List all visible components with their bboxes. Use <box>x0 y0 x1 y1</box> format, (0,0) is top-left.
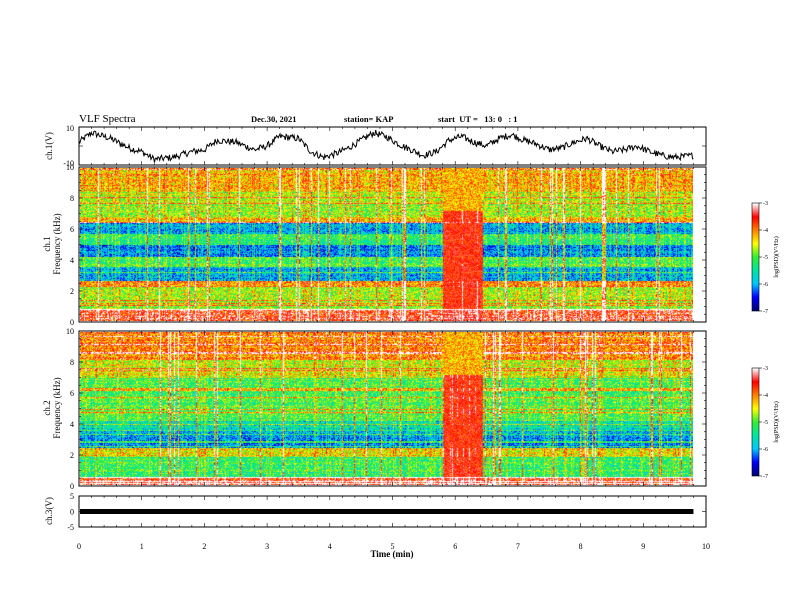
ch1-spectrogram-image <box>80 168 693 321</box>
ch1-colorbar-tick-label: -6 <box>763 282 768 288</box>
x-axis-label: Time (min) <box>370 549 413 559</box>
ch2-spectrogram-y-tick-label: 2 <box>70 451 74 460</box>
ch1-y-tick-label: 10 <box>66 124 74 133</box>
ch2-colorbar-tick-label: -4 <box>763 393 768 399</box>
ch2-colorbar-tick-label: -3 <box>763 366 768 372</box>
ch1-waveform-line <box>78 129 694 163</box>
x-tick-label: 7 <box>516 542 520 551</box>
ch1-spectrogram-y-tick-label: 4 <box>70 256 74 265</box>
x-tick-label: 4 <box>328 542 332 551</box>
ch1-colorbar-tick-label: -5 <box>763 255 768 261</box>
ch1-spectrogram-ylabel-line2: Frequency (kHz) <box>52 213 62 274</box>
ch2-colorbar-tick-label: -6 <box>763 447 768 453</box>
ch1-spectrogram-ylabel-line1: ch.1 <box>42 236 52 251</box>
ch2-colorbar-tick-label: -5 <box>763 420 768 426</box>
ch1-spectrogram-y-tick-label: 0 <box>70 318 74 327</box>
x-tick-label: 3 <box>265 542 269 551</box>
ch2-spectrogram-ylabel-line2: Frequency (kHz) <box>52 377 62 438</box>
x-tick-label: 0 <box>77 542 81 551</box>
figure-title: VLF Spectra <box>79 113 136 125</box>
ch2-spectrogram-y-tick-label: 10 <box>66 327 74 336</box>
x-tick-label: 2 <box>202 542 206 551</box>
x-tick-label: 5 <box>391 542 395 551</box>
ch1-spectrogram-y-tick-label: 6 <box>70 225 74 234</box>
ch1-y-tick-label: -10 <box>63 159 74 168</box>
x-tick-label: 1 <box>140 542 144 551</box>
x-tick-label: 8 <box>579 542 583 551</box>
ch1-colorbar-tick-label: -7 <box>763 309 768 315</box>
ch1-colorbar-tick-label: -4 <box>763 228 768 234</box>
ch2-spectrogram-y-tick-label: 0 <box>70 482 74 491</box>
header-date: Dec.30, 2021 <box>251 114 297 124</box>
ch2-colorbar-label: log(PSD)(V²/Hz) <box>773 401 780 442</box>
ch1-spectrogram-y-tick-label: 2 <box>70 287 74 296</box>
ch2-spectrogram-y-tick-label: 6 <box>70 389 74 398</box>
ch3-waveform-band <box>80 509 694 514</box>
ch1-colorbar-image <box>752 203 759 311</box>
x-tick-label: 9 <box>641 542 645 551</box>
header-start-time: start UT = 13: 0 : 1 <box>438 114 518 124</box>
ch3-y-tick-label: 5 <box>70 492 74 501</box>
ch1-waveform-panel <box>78 126 707 166</box>
header-station: station= KAP <box>344 114 394 124</box>
x-tick-label: 10 <box>702 542 710 551</box>
ch2-spectrogram-image <box>80 332 693 485</box>
x-tick-label: 6 <box>453 542 457 551</box>
ch2-spectrogram-y-tick-label: 4 <box>70 420 74 429</box>
ch3-y-tick-label: 0 <box>70 508 74 517</box>
ch2-spectrogram-y-tick-label: 8 <box>70 358 74 367</box>
ch3-waveform-ylabel: ch.3(V) <box>44 497 54 525</box>
ch2-spectrogram-ylabel-line1: ch.2 <box>42 400 52 415</box>
ch1-colorbar-tick-label: -3 <box>763 201 768 207</box>
ch1-spectrogram-y-tick-label: 8 <box>70 194 74 203</box>
ch1-colorbar-label: log(PSD)(V²/Hz) <box>773 236 780 277</box>
ch2-colorbar-image <box>752 368 759 476</box>
ch1-spectrogram-y-tick-label: 10 <box>66 163 74 172</box>
ch3-y-tick-label: -5 <box>67 523 74 532</box>
ch1-waveform-ylabel: ch.1(V) <box>44 132 54 160</box>
ch2-colorbar-tick-label: -7 <box>763 474 768 480</box>
